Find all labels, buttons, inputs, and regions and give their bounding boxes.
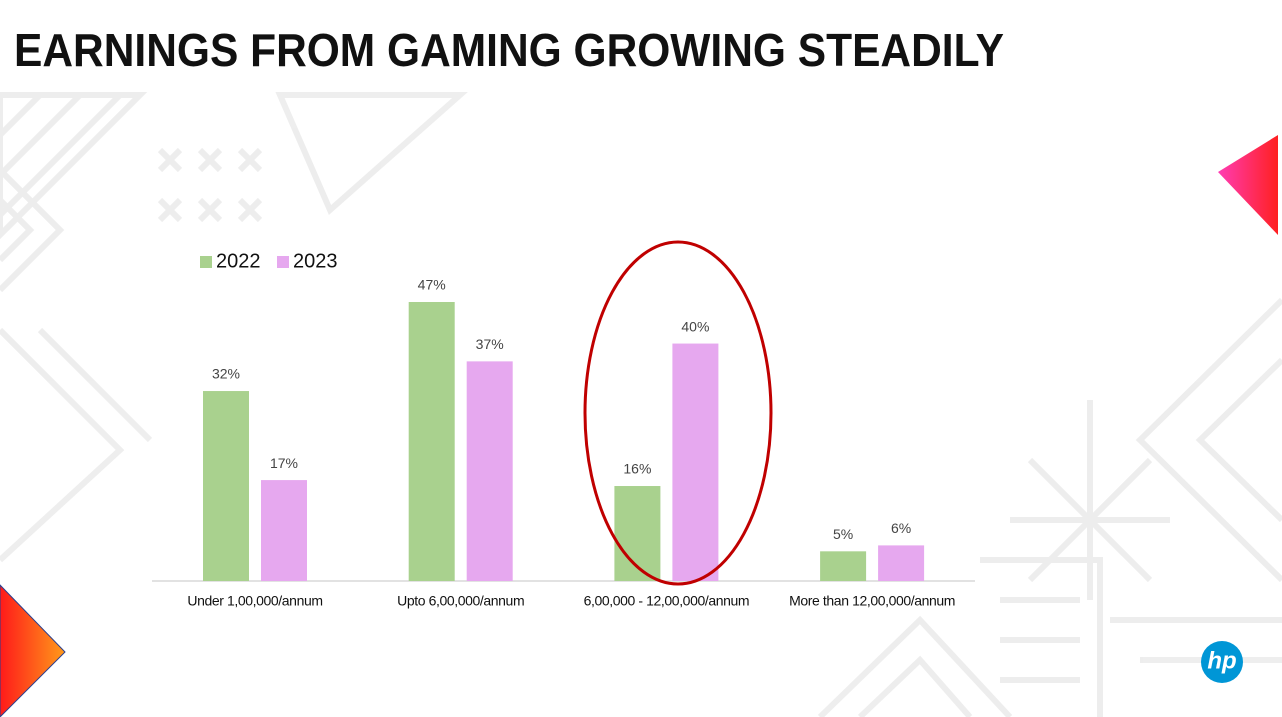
logo: hp — [1201, 641, 1243, 683]
legend-label: 2023 — [293, 250, 338, 272]
legend-swatch — [200, 256, 212, 268]
legend-label: 2022 — [216, 250, 261, 272]
chart: 2022 2023 Under 1,00,000/annum 32% 17% Upto 6… — [152, 250, 975, 609]
bar — [878, 545, 925, 581]
bar — [820, 551, 867, 581]
logo-circle — [1201, 641, 1243, 683]
value-label: 32% — [212, 366, 240, 382]
value-label: 47% — [418, 277, 446, 293]
value-label: 5% — [833, 526, 853, 542]
background-pattern — [0, 92, 1282, 717]
value-label: 16% — [623, 461, 651, 477]
bar — [672, 343, 719, 581]
x-tick-label: 6,00,000 - 12,00,000/annum — [584, 593, 750, 609]
value-label: 6% — [891, 520, 911, 536]
slide-title: EARNINGS FROM GAMING GROWING STEADILY — [14, 24, 1004, 76]
bar — [261, 480, 307, 581]
corner-decoration — [0, 584, 66, 717]
x-tick-label: Upto 6,00,000/annum — [397, 593, 524, 609]
bar — [408, 302, 455, 581]
logo-text: hp — [1207, 647, 1236, 674]
legend-swatch — [277, 256, 289, 268]
value-label: 37% — [476, 336, 504, 352]
value-label: 40% — [681, 318, 709, 334]
x-tick-label: Under 1,00,000/annum — [187, 593, 322, 609]
x-tick-label: More than 12,00,000/annum — [789, 593, 955, 609]
highlight-ellipse — [583, 240, 773, 586]
bar — [203, 391, 249, 581]
bar — [466, 361, 513, 581]
corner-decoration — [1218, 135, 1278, 235]
value-label: 17% — [270, 455, 298, 471]
